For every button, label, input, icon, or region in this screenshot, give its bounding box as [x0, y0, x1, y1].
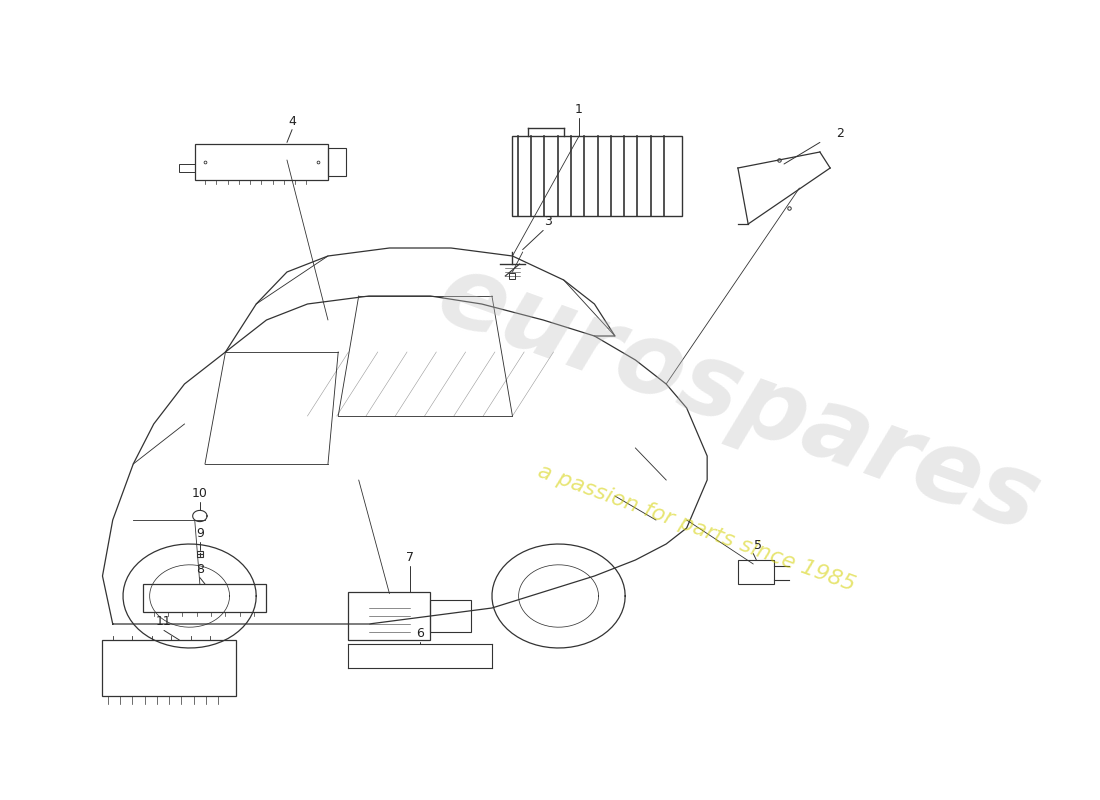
Text: a passion for parts since 1985: a passion for parts since 1985	[536, 461, 858, 595]
Text: 3: 3	[544, 215, 552, 228]
Bar	[430, 600, 472, 632]
Bar	[143, 584, 266, 612]
Bar	[328, 148, 346, 176]
Bar	[349, 592, 430, 640]
Text: 1: 1	[575, 103, 583, 116]
Text: 5: 5	[755, 539, 762, 552]
Text: eurospares: eurospares	[425, 246, 1052, 554]
Text: 11: 11	[156, 615, 172, 628]
Text: 9: 9	[196, 527, 204, 540]
Text: 10: 10	[191, 487, 208, 500]
Text: 8: 8	[196, 563, 204, 576]
Bar	[102, 640, 235, 696]
Bar	[738, 560, 773, 584]
Bar	[179, 164, 195, 172]
Text: 2: 2	[836, 127, 845, 140]
Text: 6: 6	[416, 627, 425, 640]
Text: 7: 7	[406, 551, 414, 564]
Text: 4: 4	[288, 115, 296, 128]
Bar	[195, 144, 328, 180]
Bar	[513, 136, 682, 216]
